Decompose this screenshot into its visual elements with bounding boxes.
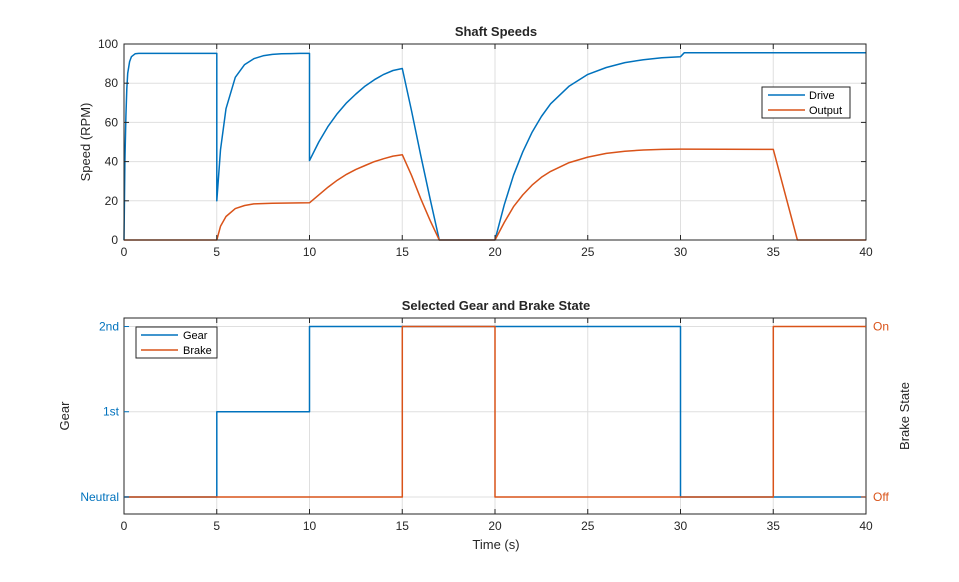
x-axis-ticks: 0 5 10 15 20 25 30 35 40 (121, 318, 873, 533)
y-tick-label-left: 1st (103, 405, 120, 419)
series-group (123, 52, 866, 241)
series-line-output (124, 148, 866, 241)
x-tick-label: 20 (488, 245, 502, 259)
x-tick-label: 40 (859, 245, 873, 259)
x-tick-label: 5 (213, 519, 220, 533)
x-tick-label: 10 (303, 245, 317, 259)
legend-gear-label: Gear (183, 330, 208, 342)
x-tick-label: 5 (213, 245, 220, 259)
legend: Drive Output (761, 86, 851, 119)
y-tick-label: 100 (98, 37, 118, 51)
y-axis-label-right: Brake State (897, 382, 912, 450)
y-tick-label-right: Off (873, 490, 889, 504)
y-axis-ticks-left: Neutral 1st 2nd (80, 320, 129, 504)
x-axis-ticks: 0 5 10 15 20 25 30 35 40 (121, 44, 873, 259)
y-tick-label-left: 2nd (99, 320, 119, 334)
y-axis-label-left: Gear (57, 401, 72, 431)
y-axis-ticks: 0 20 40 60 80 100 (98, 37, 866, 247)
legend-brake-label: Brake (183, 345, 212, 357)
x-tick-label: 25 (581, 519, 595, 533)
legend-drive-label: Drive (809, 90, 835, 102)
legend-box (135, 326, 218, 359)
x-tick-label: 35 (767, 245, 781, 259)
y-tick-label: 40 (105, 155, 119, 169)
y-tick-label: 0 (111, 233, 118, 247)
y-axis-ticks-right: Off On (861, 320, 889, 504)
x-tick-label: 40 (859, 519, 873, 533)
shaft-speeds-plot: Shaft Speeds 0 5 10 15 20 25 30 35 40 0 20 40 60 80 1… (78, 24, 873, 259)
x-axis-label: Time (s) (472, 537, 519, 552)
legend: Gear Brake (135, 326, 218, 359)
y-tick-label: 80 (105, 76, 119, 90)
x-tick-label: 35 (767, 519, 781, 533)
series-line-gear (124, 325, 866, 498)
x-tick-label: 25 (581, 245, 595, 259)
x-tick-label: 15 (396, 519, 410, 533)
y-tick-label-left: Neutral (80, 490, 119, 504)
y-tick-label: 20 (105, 194, 119, 208)
x-tick-label: 30 (674, 519, 688, 533)
x-tick-label: 0 (121, 245, 128, 259)
gear-brake-plot: Selected Gear and Brake State 0 5 10 15 20 25… (57, 298, 912, 552)
x-tick-label: 30 (674, 245, 688, 259)
legend-output-label: Output (809, 105, 842, 117)
series-line-brake (124, 325, 866, 498)
y-axis-label: Speed (RPM) (78, 103, 93, 182)
x-tick-label: 20 (488, 519, 502, 533)
chart-title: Selected Gear and Brake State (402, 298, 591, 313)
y-tick-label: 60 (105, 115, 119, 129)
x-tick-label: 15 (396, 245, 410, 259)
legend-box (761, 86, 851, 119)
chart-title: Shaft Speeds (455, 24, 537, 39)
y-tick-label-right: On (873, 320, 889, 334)
grid-lines (123, 43, 867, 241)
series-line-drive (123, 52, 866, 241)
x-tick-label: 0 (121, 519, 128, 533)
x-tick-label: 10 (303, 519, 317, 533)
series-group (124, 325, 866, 498)
